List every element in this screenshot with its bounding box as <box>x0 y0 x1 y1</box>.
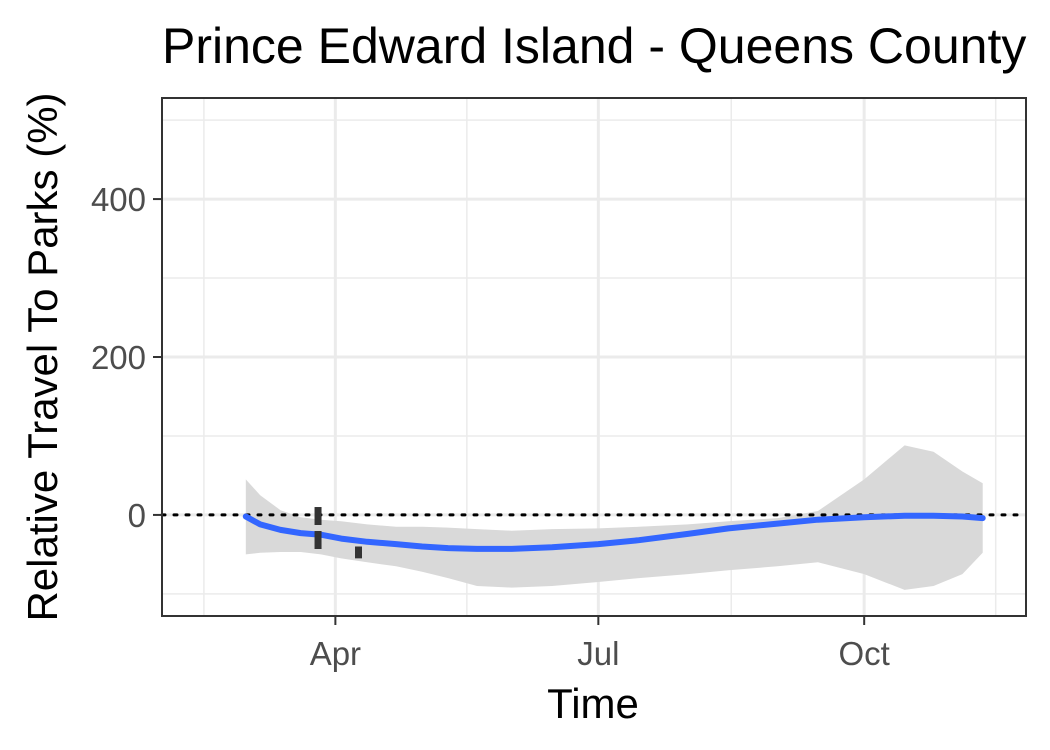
confidence-band <box>245 445 983 590</box>
marker-layer <box>314 507 362 559</box>
y-tick-label: 400 <box>91 181 146 218</box>
chart-title: Prince Edward Island - Queens County <box>162 18 1026 74</box>
y-axis-title: Relative Travel To Parks (%) <box>19 92 66 621</box>
y-tick-label: 200 <box>91 339 146 376</box>
x-tick-label: Oct <box>839 635 890 672</box>
axis-layer: 0 200 400 Apr Jul Oct <box>91 181 890 672</box>
x-tick-label: Apr <box>310 635 361 672</box>
x-axis-title: Time <box>547 680 639 727</box>
y-tick-label: 0 <box>128 497 146 534</box>
confidence-band-layer <box>245 445 983 590</box>
x-tick-label: Jul <box>577 635 619 672</box>
